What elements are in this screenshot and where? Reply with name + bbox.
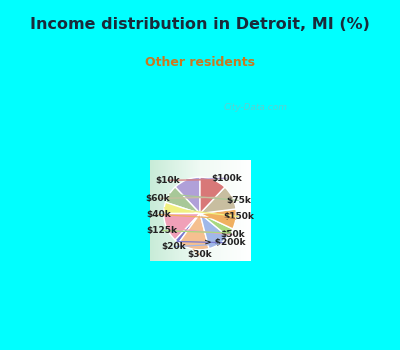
Text: Other residents: Other residents	[145, 56, 255, 70]
Text: $10k: $10k	[156, 176, 180, 185]
Text: $30k: $30k	[188, 250, 212, 259]
Wedge shape	[166, 187, 200, 214]
Text: $50k: $50k	[220, 230, 244, 239]
Text: $20k: $20k	[162, 242, 186, 251]
Wedge shape	[200, 209, 236, 229]
Text: $40k: $40k	[146, 210, 171, 219]
Wedge shape	[200, 177, 225, 214]
Wedge shape	[179, 214, 209, 250]
Text: $125k: $125k	[146, 226, 177, 235]
Text: > $200k: > $200k	[204, 238, 246, 247]
Text: $150k: $150k	[223, 212, 254, 221]
Wedge shape	[200, 187, 236, 214]
Text: $100k: $100k	[211, 174, 242, 183]
Text: City-Data.com: City-Data.com	[224, 103, 288, 112]
Text: $60k: $60k	[145, 194, 170, 203]
Wedge shape	[175, 214, 200, 243]
Wedge shape	[175, 177, 200, 214]
Wedge shape	[164, 202, 200, 214]
Text: Income distribution in Detroit, MI (%): Income distribution in Detroit, MI (%)	[30, 17, 370, 32]
Text: $75k: $75k	[226, 196, 251, 205]
Wedge shape	[200, 214, 228, 248]
Wedge shape	[200, 214, 233, 237]
Wedge shape	[164, 214, 200, 240]
